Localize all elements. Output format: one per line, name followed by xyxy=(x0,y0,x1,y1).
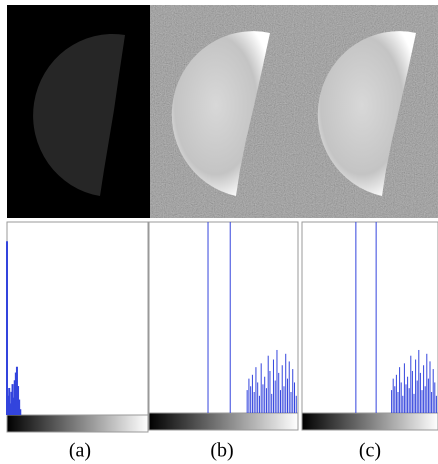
histogram-frame xyxy=(7,222,148,415)
caption: (b) xyxy=(210,440,233,462)
image-b xyxy=(150,5,296,218)
figure: (a) (b) (c) xyxy=(0,0,438,464)
image-a xyxy=(7,5,150,218)
gray-scale-bar xyxy=(302,413,438,430)
caption: (c) xyxy=(359,440,381,462)
gray-scale-bar xyxy=(149,413,298,430)
image-c xyxy=(296,5,438,218)
caption: (a) xyxy=(69,440,91,462)
gray-scale-bar xyxy=(7,415,148,432)
